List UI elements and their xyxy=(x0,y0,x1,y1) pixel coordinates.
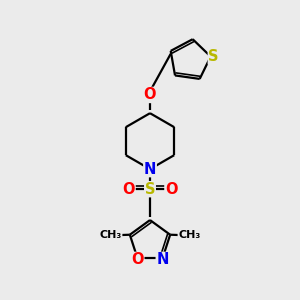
Text: CH₃: CH₃ xyxy=(178,230,200,240)
Text: O: O xyxy=(131,252,144,267)
Text: S: S xyxy=(145,182,155,197)
Text: O: O xyxy=(123,182,135,197)
Text: CH₃: CH₃ xyxy=(100,230,122,240)
Text: N: N xyxy=(144,162,156,177)
Text: N: N xyxy=(156,252,169,267)
Text: S: S xyxy=(208,49,219,64)
Text: O: O xyxy=(165,182,178,197)
Text: O: O xyxy=(144,87,156,102)
